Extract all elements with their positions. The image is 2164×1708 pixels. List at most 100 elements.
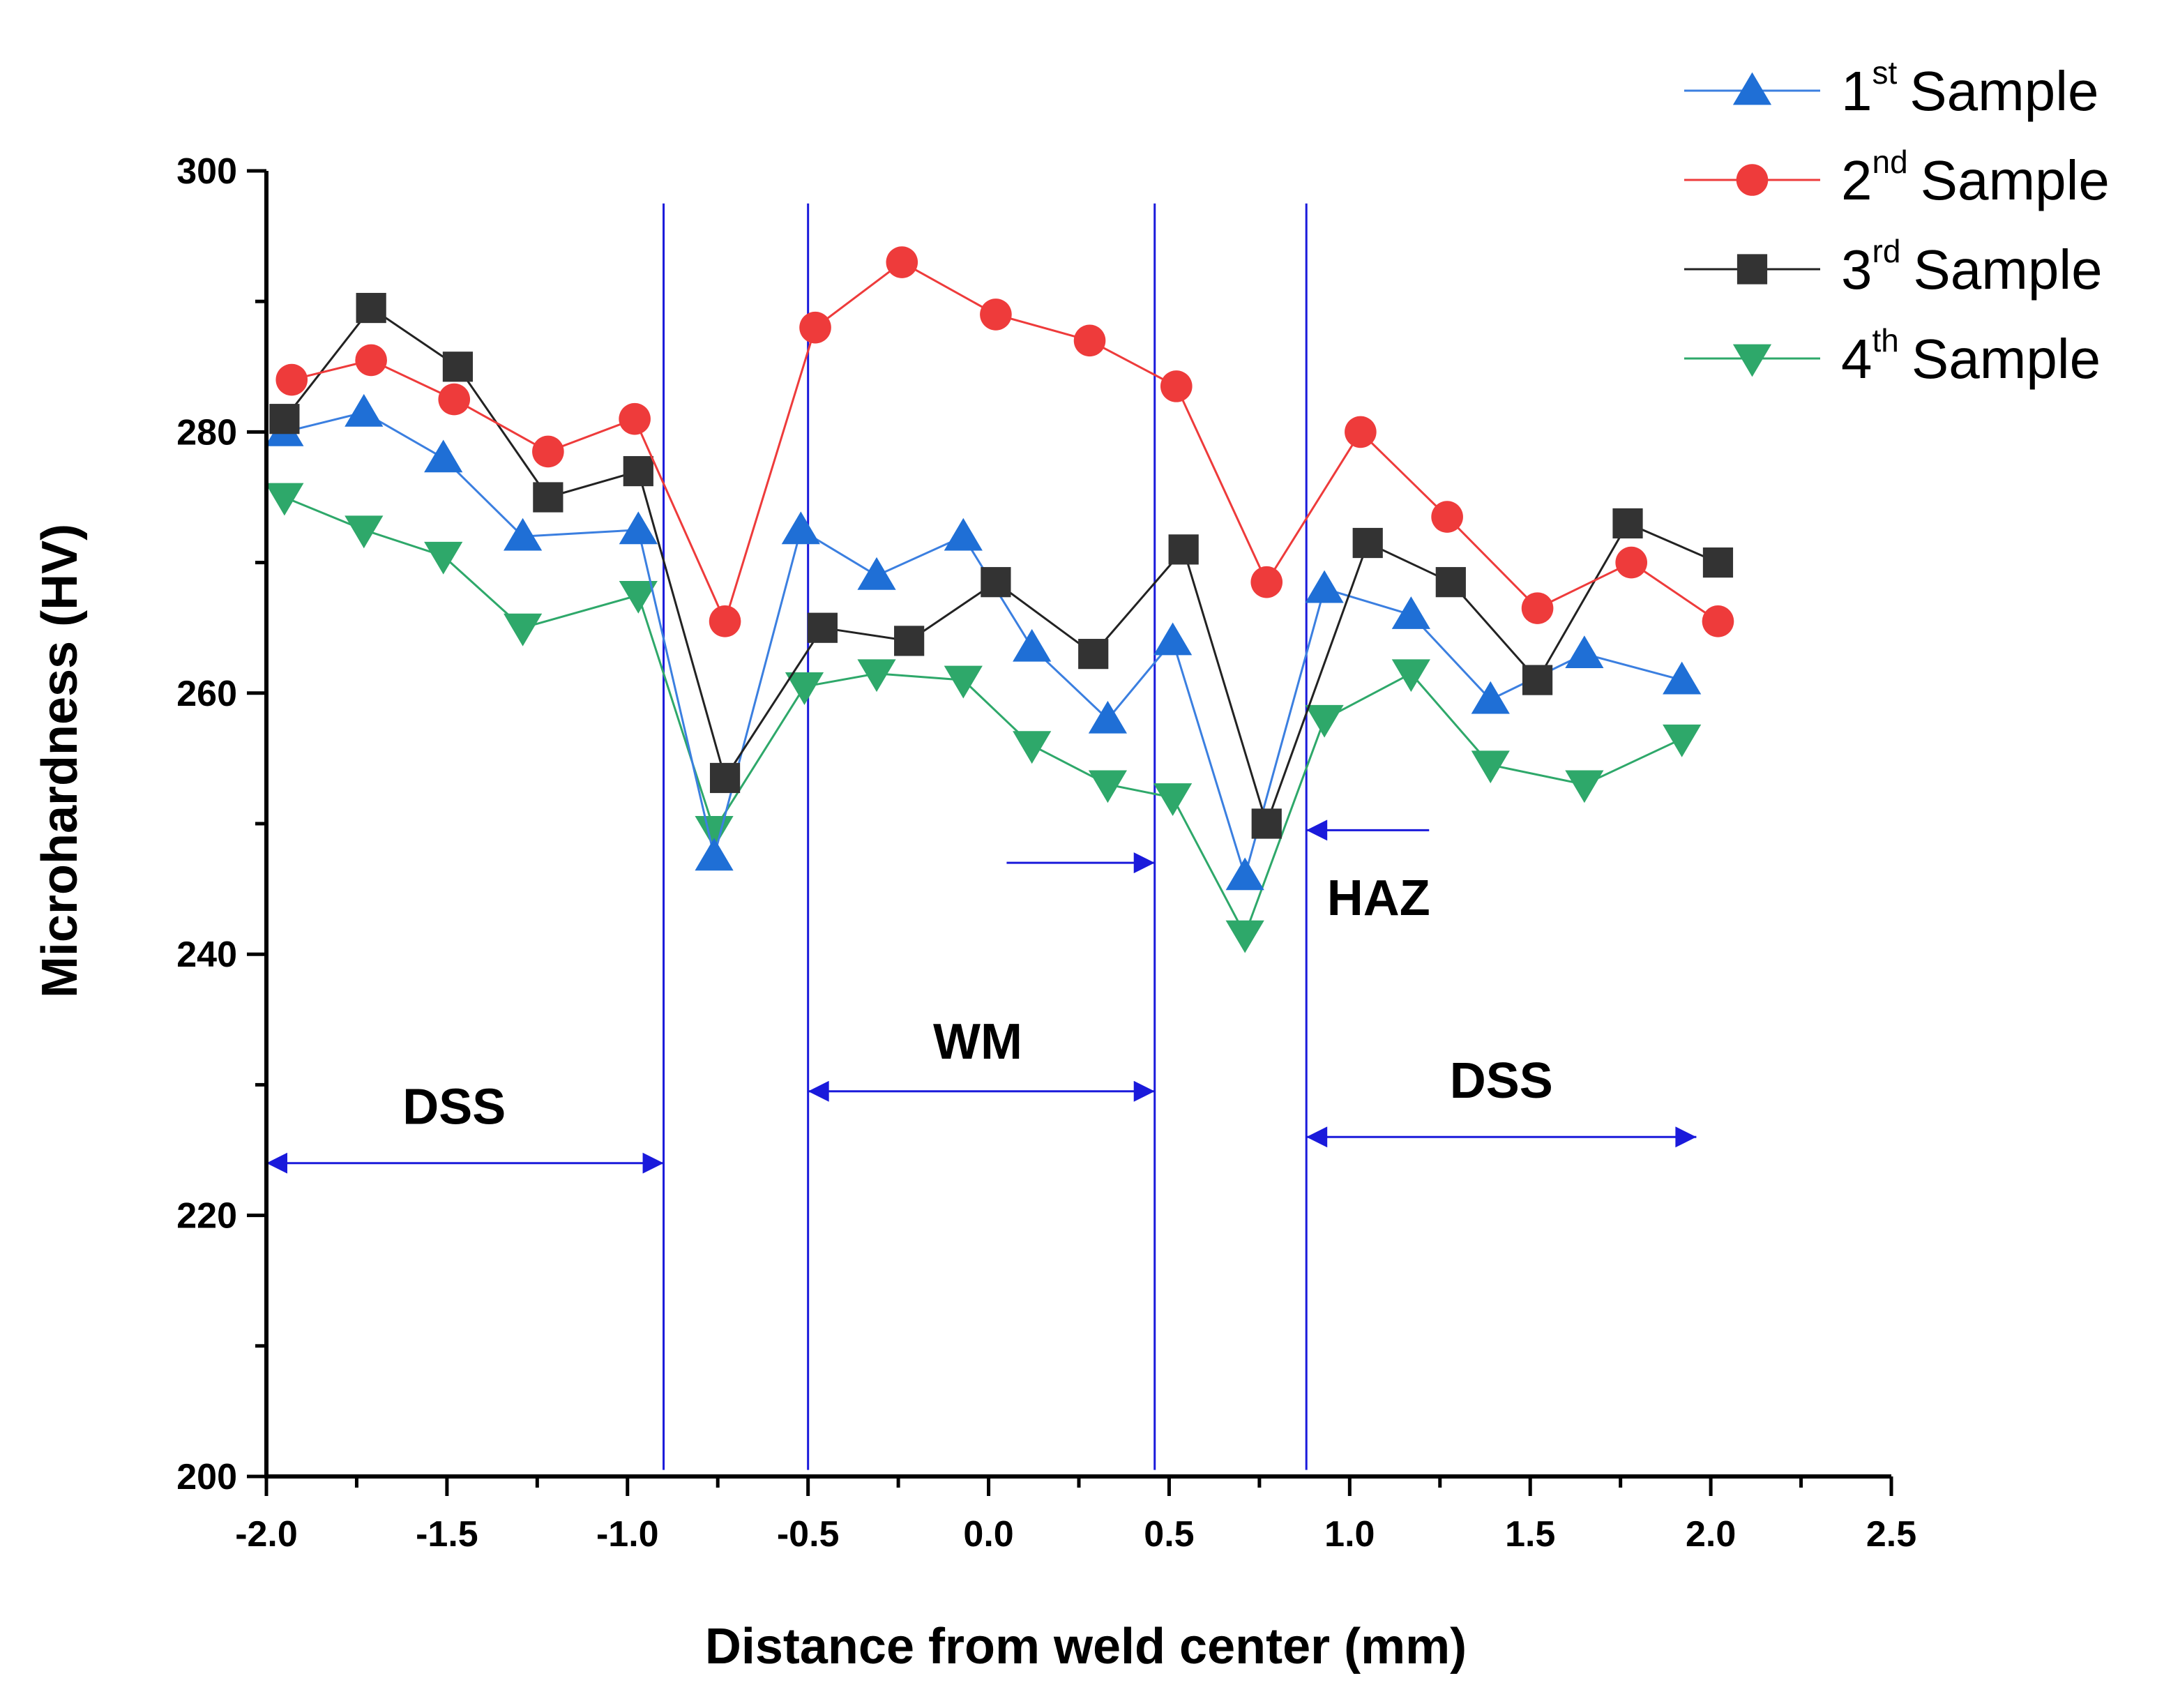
series-point xyxy=(799,311,831,344)
series-point xyxy=(1153,622,1193,656)
series-point xyxy=(1352,527,1383,559)
series-point xyxy=(1615,546,1647,579)
series-point xyxy=(886,246,918,278)
y-tick-label: 300 xyxy=(176,151,237,192)
legend-word: Sample xyxy=(1909,60,2098,122)
series-point xyxy=(1078,639,1109,670)
series-line xyxy=(283,306,1719,827)
y-tick-label: 200 xyxy=(176,1457,237,1497)
x-tick-label: 1.5 xyxy=(1505,1514,1555,1555)
series-point xyxy=(1305,570,1344,603)
series-point xyxy=(1250,566,1283,598)
series-point xyxy=(1305,704,1344,738)
series-point xyxy=(265,483,304,516)
legend-entry: 4th Sample xyxy=(1684,322,2101,390)
x-tick-label: -1.5 xyxy=(416,1514,478,1555)
x-tick-label: 2.0 xyxy=(1686,1514,1736,1555)
series-point xyxy=(438,383,471,416)
series-point xyxy=(781,511,820,545)
series-point xyxy=(504,517,543,551)
legend-label: 4th Sample xyxy=(1841,322,2101,390)
legend-number: 2 xyxy=(1841,149,1872,211)
series-point xyxy=(695,838,734,871)
series-point xyxy=(1013,628,1052,662)
series-line xyxy=(284,411,1683,880)
series-point xyxy=(269,404,300,434)
series-point xyxy=(1391,659,1430,693)
legend-ordinal-suffix: th xyxy=(1872,322,1899,358)
series-point xyxy=(944,665,983,699)
series-point xyxy=(1225,920,1264,953)
y-tick-label: 260 xyxy=(176,674,237,714)
legend-entry: 2nd Sample xyxy=(1684,144,2110,211)
series-point xyxy=(1435,567,1466,598)
zone-label: DSS xyxy=(1450,1053,1553,1109)
series-point xyxy=(1073,324,1106,357)
y-tick-label: 280 xyxy=(176,412,237,453)
series-point xyxy=(980,298,1012,331)
series-point xyxy=(1471,750,1510,784)
series-point xyxy=(785,672,824,705)
series-point xyxy=(1732,72,1772,105)
x-tick-label: -2.0 xyxy=(235,1514,298,1555)
x-tick-label: 2.5 xyxy=(1866,1514,1916,1555)
series-point xyxy=(619,581,658,614)
series-point xyxy=(1663,661,1702,695)
series-point xyxy=(709,762,741,794)
series-point xyxy=(1345,416,1377,448)
series-point xyxy=(894,626,925,656)
legend-label: 2nd Sample xyxy=(1841,144,2110,211)
series-point xyxy=(1088,770,1128,803)
series-point xyxy=(1737,254,1768,285)
x-tick-label: 1.0 xyxy=(1324,1514,1375,1555)
series-3 xyxy=(269,292,1734,839)
series-point xyxy=(619,402,651,435)
legend-ordinal-suffix: rd xyxy=(1872,233,1901,269)
legend-entry: 3rd Sample xyxy=(1684,233,2103,301)
series-point xyxy=(857,659,896,693)
series-point xyxy=(442,352,474,382)
series-point xyxy=(275,363,308,396)
x-tick-label: -0.5 xyxy=(777,1514,840,1555)
series-point xyxy=(1251,808,1282,839)
series-point xyxy=(807,612,838,643)
series-point xyxy=(424,541,463,575)
series-point xyxy=(709,605,741,637)
series-point xyxy=(1225,857,1264,891)
series-point xyxy=(355,344,387,377)
series-point xyxy=(1013,731,1052,764)
x-tick-label: -1.0 xyxy=(596,1514,659,1555)
legend-word: Sample xyxy=(1912,328,2101,390)
series-point xyxy=(1702,605,1734,637)
zone-annotations: DSS WM DSS HAZ xyxy=(266,819,1697,1174)
series-point xyxy=(623,455,653,487)
series-point xyxy=(619,511,658,545)
legend-number: 1 xyxy=(1841,60,1872,122)
data-series xyxy=(265,246,1734,953)
series-point xyxy=(532,435,564,468)
legend-entry: 1st Sample xyxy=(1684,54,2099,122)
series-point xyxy=(1612,508,1643,539)
axes: 200 220 240 260 280 300 -2.0 -1.5 -1.0 -0.5 0.0 0.5… xyxy=(32,151,1916,1675)
y-axis-title: Microhardness (HV) xyxy=(32,524,88,998)
series-point xyxy=(1522,665,1553,695)
series-point xyxy=(504,613,543,647)
zone-label: HAZ xyxy=(1327,870,1430,926)
series-point xyxy=(1168,534,1199,565)
series-point xyxy=(1702,547,1734,578)
legend-label: 3rd Sample xyxy=(1841,233,2103,301)
zone-boundaries xyxy=(663,203,1308,1470)
zone-label: DSS xyxy=(402,1080,506,1135)
x-tick-label: 0.0 xyxy=(963,1514,1013,1555)
legend-word: Sample xyxy=(1913,239,2102,301)
series-point xyxy=(1471,681,1510,714)
series-point xyxy=(345,515,384,549)
series-point xyxy=(1391,596,1430,629)
legend-number: 4 xyxy=(1841,328,1872,390)
series-point xyxy=(1160,370,1193,402)
series-2 xyxy=(275,246,1734,637)
legend-ordinal-suffix: st xyxy=(1872,54,1898,91)
